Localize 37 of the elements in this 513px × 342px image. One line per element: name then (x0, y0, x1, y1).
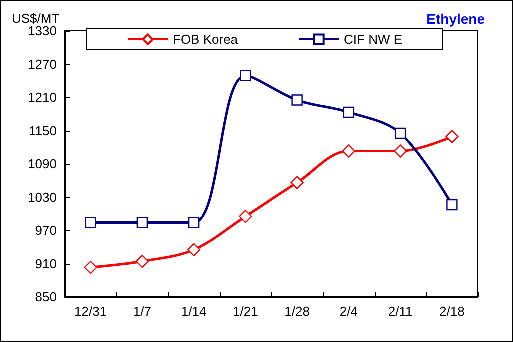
point (85, 217, 96, 228)
y-tick-label: 1270 (28, 56, 57, 72)
x-tick-label: 1/28 (284, 304, 310, 319)
x-tick-label: 12/31 (74, 304, 108, 319)
x-tick-label: 1/14 (181, 304, 207, 319)
y-axis-title: US$/MT (12, 11, 60, 26)
y-tick-label: 1090 (28, 156, 57, 172)
y-tick-label: 850 (35, 290, 57, 304)
point (394, 128, 406, 140)
legend-label: FOB Korea (173, 32, 239, 47)
y-tick-label: 1030 (28, 190, 57, 205)
chart-title: Ethylene (426, 11, 486, 27)
x-tick-label: 1/21 (233, 304, 258, 319)
point (394, 144, 408, 158)
point (446, 130, 459, 144)
x-tick-label: 2/11 (388, 304, 413, 319)
x-tick-label: 2/4 (340, 304, 358, 319)
y-tick-label: 970 (35, 223, 57, 238)
x-tick-label: 2/18 (440, 304, 465, 319)
point (239, 210, 252, 224)
y-tick-label: 1330 (28, 24, 57, 38)
y-tick-label: 1150 (29, 123, 57, 138)
point (240, 70, 252, 82)
point (136, 254, 150, 268)
point (136, 217, 148, 228)
point (187, 243, 201, 256)
point (342, 144, 356, 158)
y-tick-label: 1210 (28, 90, 57, 105)
point (292, 94, 303, 106)
point (343, 106, 355, 118)
point (188, 217, 200, 228)
y-tick-label: 910 (35, 256, 57, 272)
point (84, 261, 98, 274)
x-tick-label: 1/7 (133, 304, 152, 319)
point (446, 199, 458, 211)
point (290, 176, 304, 190)
legend-label: CIF NW E (344, 32, 403, 47)
